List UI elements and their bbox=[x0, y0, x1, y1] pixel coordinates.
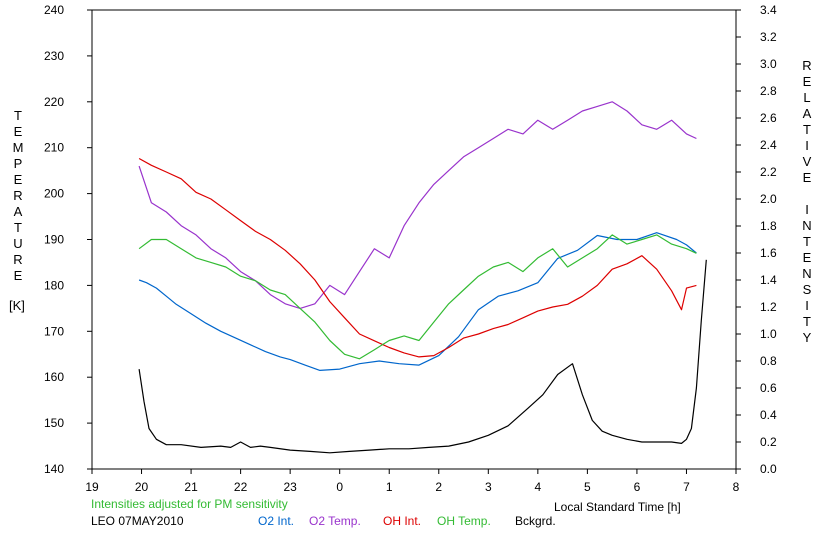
x-tick-label: 19 bbox=[85, 480, 99, 494]
series-layer bbox=[138, 101, 707, 454]
left-axis-label-char: A bbox=[13, 204, 23, 219]
right-axis-label-char: E bbox=[802, 250, 812, 265]
right-tick-label: 1.6 bbox=[760, 246, 777, 260]
legend-oh-int: OH Int. bbox=[383, 514, 422, 528]
right-axis-label-char: S bbox=[802, 282, 812, 297]
x-tick-label: 3 bbox=[485, 480, 492, 494]
series-line-oh-temp bbox=[138, 234, 697, 360]
right-axis-label-char: A bbox=[802, 106, 812, 121]
left-axis-label-char: E bbox=[13, 124, 23, 139]
x-tick-label: 5 bbox=[584, 480, 591, 494]
right-tick-label: 3.4 bbox=[760, 3, 777, 17]
left-tick-label: 170 bbox=[44, 324, 64, 338]
right-tick-label: 0.4 bbox=[760, 408, 777, 422]
series-line-o2-temp bbox=[138, 101, 697, 309]
right-axis-label-char: T bbox=[803, 122, 811, 137]
right-axis-label-char: L bbox=[803, 90, 811, 105]
left-tick-label: 220 bbox=[44, 95, 64, 109]
left-tick-label: 210 bbox=[44, 141, 64, 155]
right-tick-label: 1.8 bbox=[760, 219, 777, 233]
left-axis-unit: [K] bbox=[9, 298, 25, 313]
right-axis-label-char bbox=[797, 186, 817, 202]
x-tick-label: 8 bbox=[733, 480, 740, 494]
x-tick-label: 0 bbox=[336, 480, 343, 494]
x-tick-label: 21 bbox=[184, 480, 198, 494]
left-axis-label-char: P bbox=[13, 156, 23, 171]
x-tick-label: 23 bbox=[283, 480, 297, 494]
sensitivity-note: Intensities adjusted for PM sensitivity bbox=[91, 497, 288, 511]
x-axis-label: Local Standard Time [h] bbox=[554, 500, 681, 514]
series-line-bckgrd bbox=[138, 259, 707, 454]
right-axis-label-char: E bbox=[802, 170, 812, 185]
right-tick-label: 0.8 bbox=[760, 354, 777, 368]
right-tick-label: 1.4 bbox=[760, 273, 777, 287]
right-axis-label-char: N bbox=[802, 218, 812, 233]
x-tick-label: 20 bbox=[135, 480, 149, 494]
left-tick-label: 230 bbox=[44, 49, 64, 63]
right-tick-label: 2.8 bbox=[760, 84, 777, 98]
right-axis-label-char: I bbox=[805, 202, 809, 217]
right-tick-label: 2.0 bbox=[760, 192, 777, 206]
left-axis-label-char: T bbox=[14, 108, 22, 123]
left-tick-label: 180 bbox=[44, 278, 64, 292]
left-axis-label-char: M bbox=[12, 140, 24, 155]
right-axis-label-char: R bbox=[802, 58, 812, 73]
right-tick-label: 0.0 bbox=[760, 462, 777, 476]
right-tick-label: 2.6 bbox=[760, 111, 777, 125]
x-tick-label: 2 bbox=[435, 480, 442, 494]
left-axis-label-char: U bbox=[13, 236, 23, 251]
left-tick-label: 150 bbox=[44, 416, 64, 430]
right-tick-label: 0.2 bbox=[760, 435, 777, 449]
right-tick-label: 2.4 bbox=[760, 138, 777, 152]
right-axis-label-char: Y bbox=[802, 330, 812, 345]
x-tick-label: 7 bbox=[683, 480, 690, 494]
right-axis-label-char: E bbox=[802, 74, 812, 89]
x-tick-label: 6 bbox=[634, 480, 641, 494]
right-axis-label-char: N bbox=[802, 266, 812, 281]
left-tick-label: 190 bbox=[44, 233, 64, 247]
left-axis: 140 150 160 170 180 190 200 210 220 230 240 bbox=[44, 3, 92, 476]
legend-oh-temp: OH Temp. bbox=[437, 514, 491, 528]
left-axis-label-char: R bbox=[13, 252, 23, 267]
x-tick-label: 22 bbox=[234, 480, 248, 494]
right-tick-label: 3.2 bbox=[760, 30, 777, 44]
legend-o2-temp: O2 Temp. bbox=[309, 514, 361, 528]
left-tick-label: 140 bbox=[44, 462, 64, 476]
left-tick-label: 240 bbox=[44, 3, 64, 17]
right-axis: 0.0 0.2 0.4 0.6 0.8 1.0 1.2 1.4 1.6 1.8 2.0 2.2 2.4 2… bbox=[736, 3, 777, 476]
right-axis-label-char: T bbox=[803, 314, 811, 329]
left-tick-label: 160 bbox=[44, 370, 64, 384]
right-tick-label: 1.2 bbox=[760, 300, 777, 314]
right-axis-label-char: I bbox=[805, 138, 809, 153]
x-tick-label: 4 bbox=[535, 480, 542, 494]
right-axis-label-char: V bbox=[802, 154, 812, 169]
legend-bckgrd: Bckgrd. bbox=[515, 514, 556, 528]
right-tick-label: 0.6 bbox=[760, 381, 777, 395]
right-axis-label-char: I bbox=[805, 298, 809, 313]
left-tick-label: 200 bbox=[44, 187, 64, 201]
plot-frame bbox=[91, 9, 737, 470]
x-tick-label: 1 bbox=[386, 480, 393, 494]
right-tick-label: 2.2 bbox=[760, 165, 777, 179]
legend-o2-int: O2 Int. bbox=[258, 514, 295, 528]
right-tick-label: 3.0 bbox=[760, 57, 777, 71]
right-axis-label-char: T bbox=[803, 234, 811, 249]
series-line-o2-int bbox=[138, 232, 697, 371]
series-line-oh-int bbox=[138, 157, 697, 358]
right-tick-label: 1.0 bbox=[760, 327, 777, 341]
left-axis-label-char: T bbox=[14, 220, 22, 235]
left-axis-label-char: E bbox=[13, 268, 23, 283]
left-axis-label-char: R bbox=[13, 188, 23, 203]
left-axis-label-char: E bbox=[13, 172, 23, 187]
x-axis: 19 20 21 22 23 0 1 2 3 4 5 6 7 8 bbox=[85, 469, 740, 494]
station-label: LEO 07MAY2010 bbox=[91, 514, 184, 528]
